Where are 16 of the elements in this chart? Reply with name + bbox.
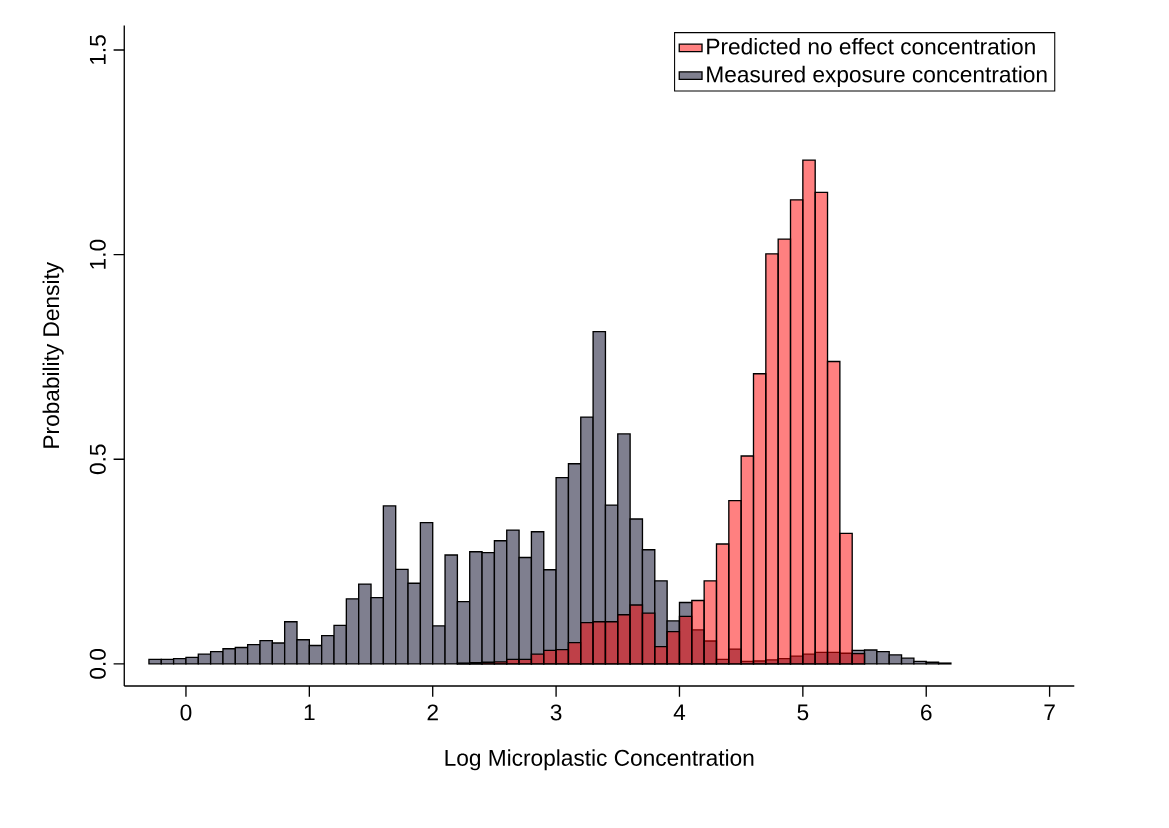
legend-label: Predicted no effect concentration <box>707 37 1035 55</box>
x-tick-label: 7 <box>1044 704 1055 721</box>
x-tick-label: 6 <box>921 704 932 721</box>
x-tick-label: 4 <box>673 704 686 721</box>
y-axis-title: Probability Density <box>42 261 64 448</box>
x-tick-label: 5 <box>797 704 809 721</box>
x-tick-label: 2 <box>427 704 438 721</box>
y-tick-label: 0.0 <box>89 649 106 679</box>
x-axis-title: Log Microplastic Concentration <box>445 749 754 771</box>
x-tick-label: 3 <box>550 704 562 721</box>
legend-label: Measured exposure concentration <box>707 65 1047 87</box>
y-tick-label: 1.0 <box>89 239 106 269</box>
x-tick-label: 0 <box>180 704 192 721</box>
y-tick-label: 0.5 <box>89 444 106 475</box>
x-tick-label: 1 <box>304 704 315 721</box>
y-tick-label: 1.5 <box>89 35 106 65</box>
